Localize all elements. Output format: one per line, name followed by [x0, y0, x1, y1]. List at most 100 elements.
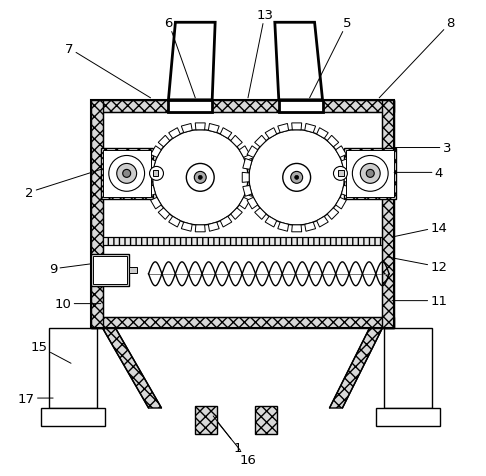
Circle shape — [186, 164, 214, 192]
Polygon shape — [169, 129, 180, 139]
Circle shape — [295, 176, 299, 180]
Polygon shape — [208, 223, 219, 232]
Polygon shape — [245, 159, 254, 170]
Bar — [91, 100, 394, 329]
Text: 6: 6 — [164, 17, 195, 99]
Polygon shape — [151, 147, 161, 158]
Bar — [384, 329, 432, 408]
Polygon shape — [255, 136, 266, 148]
Polygon shape — [278, 223, 289, 232]
Bar — [101, 148, 153, 200]
Polygon shape — [344, 173, 351, 183]
Polygon shape — [158, 136, 170, 148]
Polygon shape — [220, 129, 232, 139]
Circle shape — [360, 164, 380, 184]
Polygon shape — [247, 147, 258, 158]
Polygon shape — [195, 226, 205, 232]
Text: 15: 15 — [31, 340, 71, 364]
Polygon shape — [292, 226, 302, 232]
Bar — [195, 406, 217, 434]
Polygon shape — [278, 124, 289, 133]
Bar — [103, 246, 382, 317]
Bar — [129, 267, 137, 273]
Text: 11: 11 — [392, 295, 447, 307]
Polygon shape — [181, 124, 192, 133]
Bar — [49, 329, 97, 408]
Polygon shape — [146, 173, 153, 183]
Text: 2: 2 — [25, 170, 101, 199]
Circle shape — [283, 164, 311, 192]
Bar — [255, 406, 277, 434]
Text: 17: 17 — [18, 392, 53, 405]
Circle shape — [333, 167, 347, 181]
Bar — [376, 408, 440, 426]
Text: 14: 14 — [392, 221, 447, 238]
Circle shape — [352, 156, 388, 192]
Polygon shape — [146, 186, 156, 197]
Polygon shape — [330, 329, 382, 408]
Polygon shape — [181, 223, 192, 232]
Bar — [347, 150, 394, 198]
Polygon shape — [243, 186, 252, 197]
Polygon shape — [169, 217, 180, 228]
Text: 16: 16 — [218, 423, 257, 466]
Polygon shape — [336, 147, 347, 158]
Circle shape — [117, 164, 137, 184]
Polygon shape — [239, 198, 250, 209]
Polygon shape — [305, 124, 315, 133]
Polygon shape — [247, 198, 258, 209]
Polygon shape — [342, 159, 350, 170]
Polygon shape — [103, 329, 161, 408]
Polygon shape — [327, 208, 339, 220]
Polygon shape — [336, 198, 347, 209]
Polygon shape — [248, 173, 255, 183]
Text: 8: 8 — [379, 17, 455, 99]
Polygon shape — [317, 217, 328, 228]
Text: 7: 7 — [65, 42, 151, 99]
Bar — [169, 100, 212, 112]
Bar — [91, 317, 394, 329]
Bar — [103, 112, 382, 317]
Text: 12: 12 — [387, 258, 447, 274]
Polygon shape — [151, 198, 161, 209]
Circle shape — [150, 167, 163, 181]
Circle shape — [153, 130, 248, 226]
Polygon shape — [195, 124, 205, 130]
Bar — [338, 171, 345, 177]
Polygon shape — [146, 159, 156, 170]
Circle shape — [122, 170, 131, 178]
Text: 13: 13 — [248, 9, 273, 99]
Text: 3: 3 — [394, 142, 451, 155]
Bar — [91, 254, 129, 286]
Bar — [93, 257, 127, 284]
Circle shape — [198, 176, 202, 180]
Circle shape — [366, 170, 374, 178]
Circle shape — [109, 156, 144, 192]
Polygon shape — [231, 136, 243, 148]
Bar — [103, 150, 151, 198]
Text: 1: 1 — [213, 416, 243, 454]
Polygon shape — [158, 208, 170, 220]
Text: 5: 5 — [310, 17, 352, 99]
Polygon shape — [169, 23, 215, 100]
Polygon shape — [327, 136, 339, 148]
Bar — [153, 171, 158, 177]
Polygon shape — [220, 217, 232, 228]
Polygon shape — [239, 147, 250, 158]
Text: 4: 4 — [394, 167, 443, 179]
Bar — [103, 238, 382, 246]
Text: 9: 9 — [49, 263, 91, 276]
Bar — [345, 148, 396, 200]
Polygon shape — [255, 208, 266, 220]
Polygon shape — [305, 223, 315, 232]
Polygon shape — [317, 129, 328, 139]
Polygon shape — [265, 129, 277, 139]
Polygon shape — [208, 124, 219, 133]
Bar — [91, 100, 394, 112]
Polygon shape — [242, 173, 249, 183]
Circle shape — [249, 130, 345, 226]
Polygon shape — [245, 186, 254, 197]
Bar — [279, 100, 323, 112]
Polygon shape — [243, 159, 252, 170]
Polygon shape — [265, 217, 277, 228]
